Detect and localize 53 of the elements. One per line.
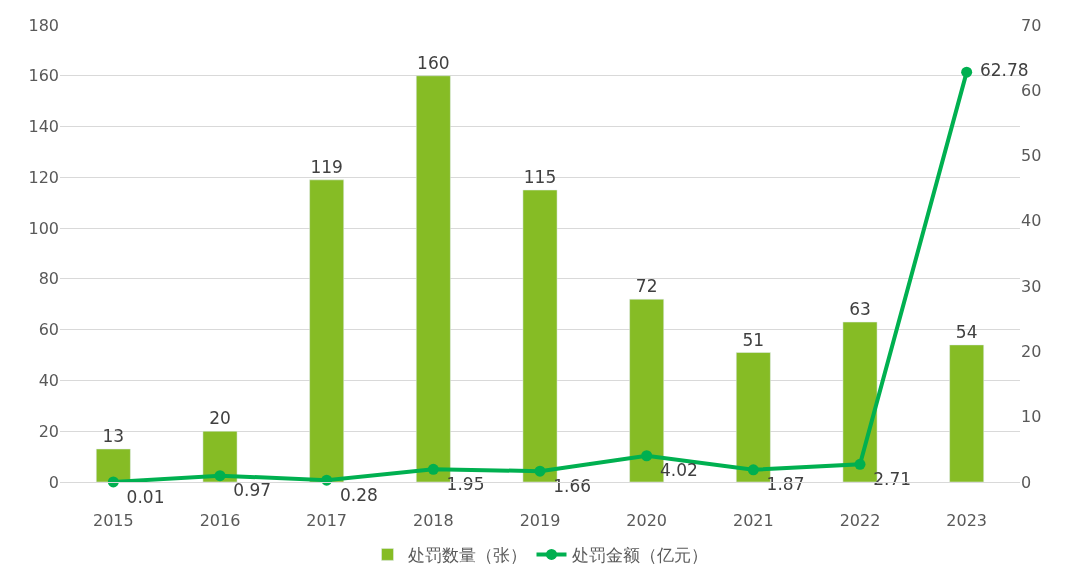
y2-tick-label: 0: [1021, 472, 1032, 492]
data-label: 1.66: [547, 475, 592, 496]
x-tick-label: 2019: [519, 511, 561, 531]
point: [534, 465, 546, 477]
x-tick-label: 2022: [839, 511, 881, 531]
y-tick-label: 140: [28, 117, 59, 137]
y-tick-label: 0: [48, 472, 59, 492]
point: [427, 463, 439, 475]
y-tick-label: 160: [28, 66, 59, 86]
y2-tick-label: 10: [1021, 407, 1042, 427]
bar: [309, 179, 344, 482]
data-label: 63: [849, 299, 871, 320]
y2-tick-label: 30: [1021, 276, 1042, 296]
data-label: 0.01: [121, 486, 165, 507]
data-label: 54: [955, 321, 978, 342]
y-tick-label: 100: [28, 218, 59, 238]
bar: [949, 344, 984, 482]
y-tick-label: 20: [38, 421, 59, 441]
y2-tick-label: 60: [1021, 80, 1042, 100]
point: [961, 66, 973, 78]
data-label: 51: [742, 329, 765, 350]
x-tick-label: 2020: [626, 511, 668, 531]
y2-tick-label: 20: [1021, 342, 1042, 362]
data-label: 72: [635, 276, 658, 297]
point: [747, 464, 759, 476]
y2-tick-label: 50: [1021, 146, 1042, 166]
x-tick-label: 2021: [732, 511, 774, 531]
data-label: 160: [417, 52, 450, 73]
y2-tick-label: 40: [1021, 211, 1042, 231]
point: [214, 470, 226, 482]
x-tick-label: 2017: [306, 511, 348, 531]
x-tick-label: 2023: [946, 511, 988, 531]
legend-label: 处罚数量（张）: [407, 545, 527, 566]
point: [641, 450, 653, 462]
x-tick-label: 2015: [92, 511, 134, 531]
data-label: 20: [209, 408, 231, 429]
y2-tick-label: 70: [1021, 15, 1042, 35]
legend-label: 处罚金额（亿元）: [571, 545, 708, 566]
y-tick-label: 120: [28, 167, 59, 187]
y-tick-label: 40: [38, 371, 59, 391]
y-tick-label: 60: [38, 320, 59, 340]
data-label: 13: [102, 425, 125, 446]
y-tick-label: 180: [28, 15, 59, 35]
bar: [96, 448, 131, 482]
x-tick-label: 2016: [199, 511, 241, 531]
x-tick-label: 2018: [412, 511, 454, 531]
point: [854, 458, 866, 470]
data-label: 115: [523, 167, 557, 188]
y-tick-label: 80: [38, 269, 59, 289]
data-label: 0.97: [227, 480, 272, 501]
data-label: 0.28: [334, 484, 378, 505]
data-label: 119: [310, 156, 343, 177]
data-label: 62.78: [974, 60, 1029, 81]
